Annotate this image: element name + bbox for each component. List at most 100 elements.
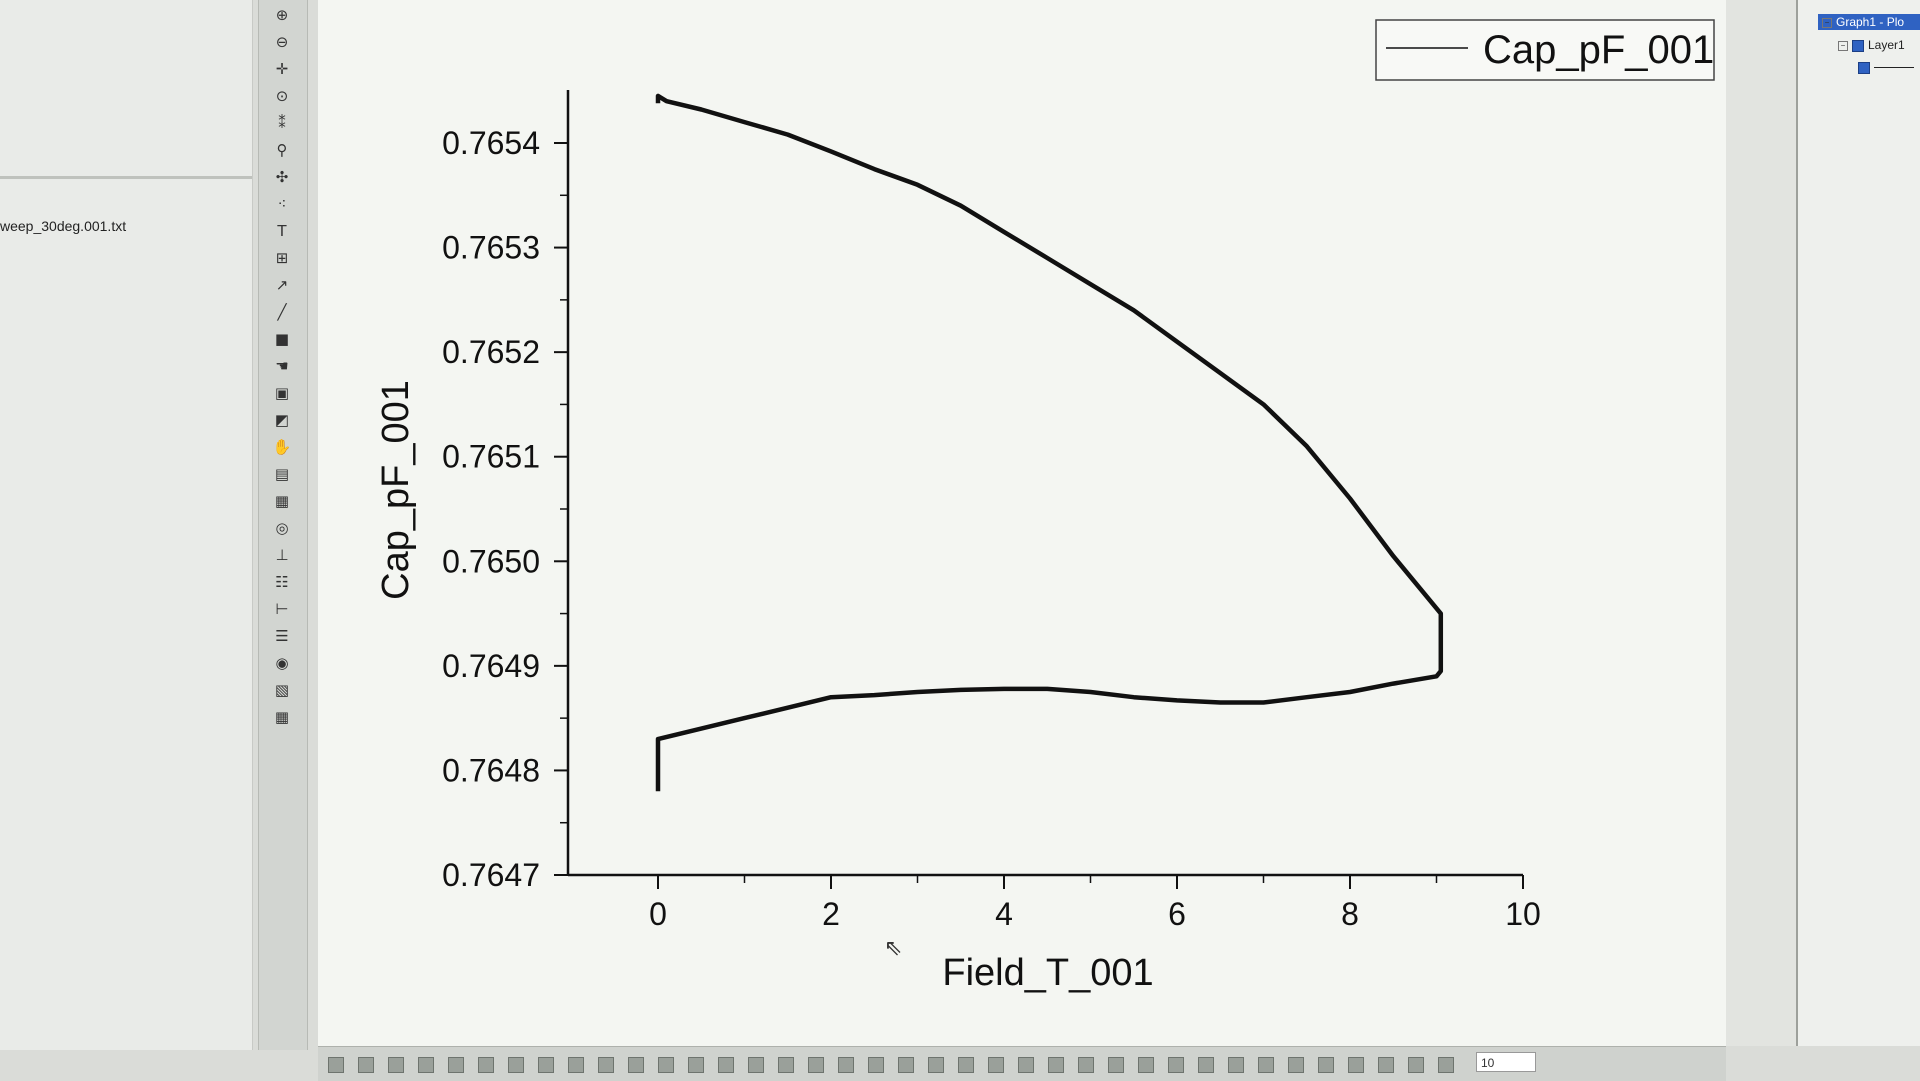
bottom-tool-icon[interactable] <box>358 1057 374 1073</box>
record-icon[interactable]: ◉ <box>275 654 289 672</box>
bottom-tool-icon[interactable] <box>1228 1057 1244 1073</box>
bottom-tool-icon[interactable] <box>688 1057 704 1073</box>
text-tool-icon[interactable]: T <box>277 222 287 240</box>
bottom-tool-icon[interactable] <box>568 1057 584 1073</box>
tree-item-graph1[interactable]: − Graph1 - Plo <box>1818 14 1920 30</box>
y-axis-label[interactable]: Cap_pF_001 <box>375 380 417 600</box>
collapse-icon[interactable]: − <box>1822 17 1832 28</box>
zoom-select[interactable]: 10 <box>1476 1052 1536 1072</box>
x-tick-label: 2 <box>822 896 840 932</box>
annotation-icon[interactable]: ⊞ <box>275 249 289 267</box>
bottom-tool-icon[interactable] <box>658 1057 674 1073</box>
bottom-tool-icon[interactable] <box>1168 1057 1184 1073</box>
ticks-group: 0.7647 0.7648 0.7649 0.7650 0.7651 0.7652 0.76… <box>442 125 1541 932</box>
collapse-icon[interactable]: − <box>1838 40 1848 51</box>
insert-graph-icon[interactable]: ▣ <box>274 384 290 402</box>
plot-area[interactable]: 0.7647 0.7648 0.7649 0.7650 0.7651 0.7652 0.76… <box>318 0 1726 1046</box>
region-icon[interactable]: ☚ <box>275 357 289 375</box>
zoom-in-icon[interactable]: ⊕ <box>275 6 289 24</box>
rectangle-tool-icon[interactable]: ■ <box>274 330 290 348</box>
zoom-out-icon[interactable]: ⊖ <box>275 33 289 51</box>
y-tick-label: 0.7648 <box>442 752 540 788</box>
bottom-tool-icon[interactable] <box>1108 1057 1124 1073</box>
bottom-tool-icon[interactable] <box>1048 1057 1064 1073</box>
panel-divider[interactable] <box>0 176 252 179</box>
bottom-tool-icon[interactable] <box>628 1057 644 1073</box>
y-tick-label: 0.7649 <box>442 648 540 684</box>
bottom-tool-icon[interactable] <box>1018 1057 1034 1073</box>
graph-window[interactable] <box>318 0 1726 1046</box>
plot-line-swatch <box>1874 67 1914 69</box>
legend-box <box>1375 19 1715 81</box>
layer-checkbox[interactable] <box>1852 39 1864 52</box>
bottom-tool-icon[interactable] <box>958 1057 974 1073</box>
x-axis-label[interactable]: Field_T_001 <box>942 952 1153 994</box>
line-tool-icon[interactable]: ╱ <box>277 303 287 321</box>
y-tick-label: 0.7647 <box>442 857 540 893</box>
pan-icon[interactable]: ✋ <box>272 438 292 456</box>
scale-bar-icon[interactable]: ⊢ <box>275 600 289 618</box>
y-tick-label: 0.7651 <box>442 439 540 475</box>
copy-icon[interactable]: ▧ <box>274 681 290 699</box>
bottom-tool-icon[interactable] <box>1348 1057 1364 1073</box>
crosshair-icon[interactable]: ✛ <box>275 60 289 78</box>
bottom-tool-icon[interactable] <box>868 1057 884 1073</box>
grid-icon[interactable]: ▦ <box>274 708 290 726</box>
bottom-tool-icon[interactable] <box>1318 1057 1334 1073</box>
mouse-cursor-icon: ⇖ <box>884 936 903 961</box>
legend-entry: Cap_pF_001 <box>1483 28 1714 72</box>
bottom-tool-icon[interactable] <box>898 1057 914 1073</box>
bottom-tool-icon[interactable] <box>1198 1057 1214 1073</box>
x-tick-label: 6 <box>1168 896 1186 932</box>
bottom-tool-icon[interactable] <box>1258 1057 1274 1073</box>
bottom-tool-icon[interactable] <box>988 1057 1004 1073</box>
bottom-tool-icon[interactable] <box>1378 1057 1394 1073</box>
bottom-tool-icon[interactable] <box>838 1057 854 1073</box>
bottom-tool-icon[interactable] <box>778 1057 794 1073</box>
bottom-tool-icon[interactable] <box>538 1057 554 1073</box>
axes-group <box>566 90 1523 877</box>
bottom-tool-icon[interactable] <box>718 1057 734 1073</box>
bottom-tool-icon[interactable] <box>328 1057 344 1073</box>
mask-icon[interactable]: ✣ <box>275 168 289 186</box>
bottom-tool-icon[interactable] <box>1408 1057 1424 1073</box>
series-line-Cap_pF_001[interactable] <box>655 93 1444 792</box>
bottom-tool-icon[interactable] <box>598 1057 614 1073</box>
screen-reader-icon[interactable]: ⁑ <box>278 114 286 132</box>
fill-icon[interactable]: ▤ <box>274 465 290 483</box>
color-scale-icon[interactable]: ▦ <box>274 492 290 510</box>
tools-toolbar: ⊕ ⊖ ✛ ⊙ ⁑ ⚲ ✣ ⁖ T ⊞ ↗ ╱ ■ ☚ ▣ ◩ ✋ ▤ ▦ ◎ ⊥ ☷ ⊢ ☰ ◉ ▧ ▦ <box>258 0 308 1050</box>
bottom-tool-icon[interactable] <box>478 1057 494 1073</box>
tree-item-graph1-label: Graph1 - Plo <box>1836 15 1905 29</box>
y-tick-label: 0.7652 <box>442 334 540 370</box>
project-explorer-panel: weep_30deg.001.txt <box>0 0 253 1050</box>
legend-icon[interactable]: ☷ <box>275 573 289 591</box>
bottom-tool-icon[interactable] <box>928 1057 944 1073</box>
data-reader-icon[interactable]: ⊙ <box>275 87 289 105</box>
data-selector-icon[interactable]: ⚲ <box>276 141 288 159</box>
bottom-tool-icon[interactable] <box>748 1057 764 1073</box>
bottom-tool-icon[interactable] <box>1138 1057 1154 1073</box>
file-list-item[interactable]: weep_30deg.001.txt <box>0 218 127 234</box>
bottom-tool-icon[interactable] <box>508 1057 524 1073</box>
bottom-tool-icon[interactable] <box>1288 1057 1304 1073</box>
bottom-tool-icon[interactable] <box>388 1057 404 1073</box>
bottom-tool-icon[interactable] <box>418 1057 434 1073</box>
tree-item-layer1[interactable]: − Layer1 <box>1838 38 1905 52</box>
layer-icon[interactable]: ⊥ <box>275 546 289 564</box>
y-tick-label: 0.7650 <box>442 543 540 579</box>
bottom-tool-icon[interactable] <box>1438 1057 1454 1073</box>
legend[interactable]: Cap_pF_001 <box>1375 19 1715 81</box>
circle-icon[interactable]: ◎ <box>275 519 289 537</box>
bottom-tool-icon[interactable] <box>1078 1057 1094 1073</box>
plot-checkbox[interactable] <box>1858 61 1870 74</box>
table-icon[interactable]: ☰ <box>275 627 289 645</box>
insert-image-icon[interactable]: ◩ <box>274 411 290 429</box>
arrow-tool-icon[interactable]: ↗ <box>275 276 289 294</box>
bottom-tool-icon[interactable] <box>808 1057 824 1073</box>
window-gap <box>1726 0 1796 1046</box>
x-tick-label: 8 <box>1341 896 1359 932</box>
draw-data-icon[interactable]: ⁖ <box>277 195 287 213</box>
tree-item-plot[interactable] <box>1858 60 1914 74</box>
bottom-tool-icon[interactable] <box>448 1057 464 1073</box>
